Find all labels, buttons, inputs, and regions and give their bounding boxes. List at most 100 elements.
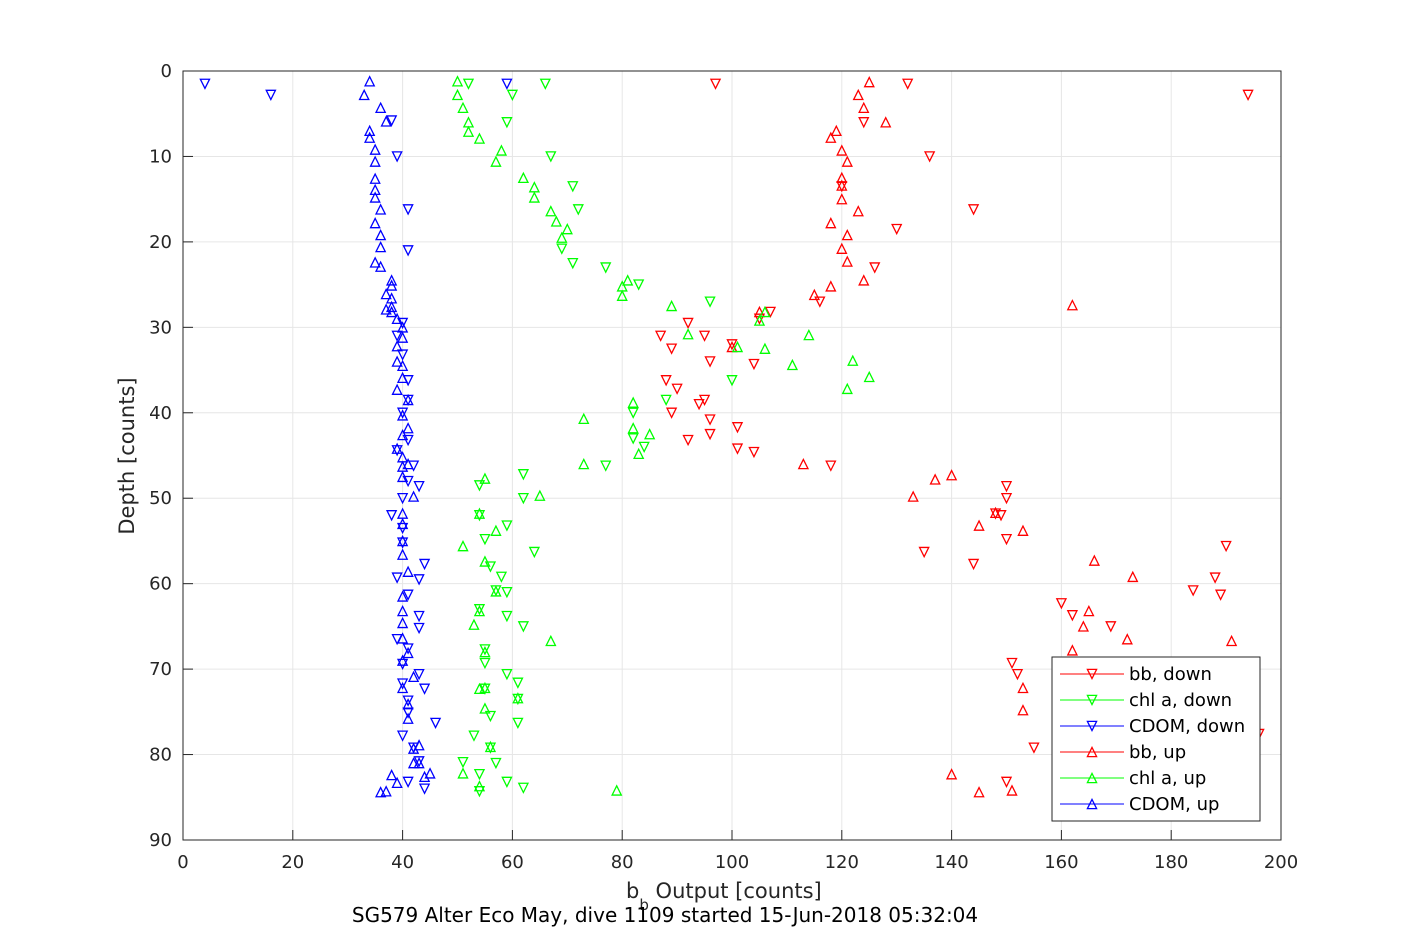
data-point [473, 780, 486, 792]
data-point [704, 414, 716, 426]
data-point [265, 89, 277, 101]
data-point [731, 422, 744, 434]
data-point [600, 262, 612, 274]
data-point [451, 88, 464, 101]
x-tick-label: 120 [825, 852, 859, 873]
legend-marker [1086, 668, 1098, 681]
x-tick-label: 140 [934, 852, 968, 873]
data-point [578, 457, 590, 470]
data-point [380, 287, 392, 300]
data-point [814, 296, 826, 308]
x-tick-label: 60 [501, 852, 524, 873]
data-point [1066, 299, 1079, 311]
data-point [1000, 776, 1013, 788]
data-point [391, 330, 403, 342]
data-point [967, 558, 980, 571]
series-chl-a-down [457, 78, 738, 798]
data-point [1000, 481, 1013, 493]
data-point [364, 124, 376, 137]
data-point [418, 770, 431, 783]
data-point [923, 151, 936, 163]
x-tick-label: 0 [177, 852, 188, 873]
data-point [396, 548, 409, 560]
data-point [512, 717, 524, 729]
data-point [374, 260, 387, 272]
data-point [753, 314, 766, 326]
data-point [369, 143, 381, 155]
data-point [748, 446, 760, 459]
x-tick-label: 80 [611, 852, 634, 873]
data-point [545, 634, 557, 647]
x-axis-title: bb Output [counts] [626, 879, 822, 914]
data-point [396, 492, 409, 505]
data-point [424, 767, 436, 779]
data-point [567, 181, 579, 193]
data-point [391, 340, 403, 352]
data-point [396, 470, 409, 483]
data-point [704, 296, 716, 308]
series-cdom-up [358, 75, 436, 798]
data-point [396, 349, 409, 361]
data-point [1187, 585, 1199, 597]
data-point [517, 469, 530, 481]
data-point [836, 144, 848, 156]
data-point [660, 394, 672, 407]
data-point [429, 717, 442, 729]
data-point [402, 565, 414, 577]
data-point [396, 632, 409, 644]
data-point [512, 677, 524, 689]
data-point [1088, 554, 1100, 566]
data-point [462, 78, 475, 90]
data-point [1121, 633, 1133, 645]
data-point [759, 342, 771, 354]
legend-label: chl a, up [1129, 768, 1206, 789]
data-point [385, 510, 398, 522]
data-point [693, 398, 705, 411]
data-point [753, 313, 766, 325]
data-point [858, 274, 870, 286]
data-point [841, 228, 853, 241]
data-point [682, 317, 694, 330]
data-point [567, 257, 579, 270]
data-point [407, 490, 420, 502]
data-point [402, 698, 414, 710]
data-point [671, 383, 683, 395]
data-point [380, 785, 392, 797]
y-tick-label: 60 [149, 574, 172, 595]
data-point [1214, 589, 1227, 601]
data-point [847, 354, 859, 366]
data-point [391, 572, 403, 584]
data-point [473, 604, 486, 616]
data-point [517, 782, 530, 794]
data-point [967, 204, 980, 216]
data-point [808, 288, 821, 301]
y-tick-label: 50 [149, 488, 172, 509]
y-tick-label: 40 [149, 403, 172, 424]
data-point [501, 610, 513, 623]
data-point [413, 574, 425, 586]
data-point [1066, 644, 1079, 656]
data-point [391, 776, 403, 789]
data-point [380, 115, 392, 127]
data-point [1006, 657, 1018, 670]
data-point [413, 622, 425, 635]
data-point [473, 604, 486, 617]
data-point [413, 757, 425, 769]
data-point [473, 132, 486, 144]
data-point [364, 75, 376, 87]
data-point [704, 356, 716, 368]
data-point [1006, 784, 1018, 796]
data-point [396, 658, 409, 671]
series-bb-up [726, 76, 1238, 798]
data-point [891, 223, 903, 236]
data-point [973, 786, 985, 798]
data-point [402, 646, 414, 659]
data-point [622, 274, 634, 286]
legend: bb, down chl a, down CDOM, down bb, up chl a… [1051, 656, 1261, 822]
data-point [396, 517, 409, 530]
data-point [550, 215, 562, 227]
data-point [374, 203, 387, 215]
data-point [1017, 681, 1029, 694]
data-point [517, 492, 530, 505]
data-point [402, 643, 414, 655]
